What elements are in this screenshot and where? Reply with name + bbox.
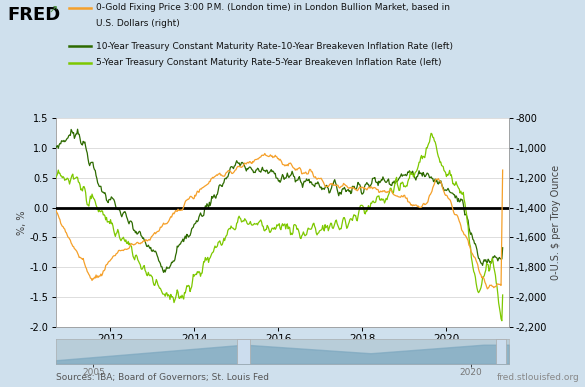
Text: 5-Year Treasury Constant Maturity Rate-5-Year Breakeven Inflation Rate (left): 5-Year Treasury Constant Maturity Rate-5…	[96, 58, 442, 67]
Text: FRED: FRED	[7, 6, 60, 24]
Bar	[496, 339, 507, 364]
Y-axis label: %, %: %, %	[17, 210, 27, 235]
Text: Sources: IBA; Board of Governors; St. Louis Fed: Sources: IBA; Board of Governors; St. Lo…	[56, 373, 269, 382]
Bar	[237, 339, 250, 364]
Text: ↗: ↗	[48, 6, 57, 16]
Text: 0-Gold Fixing Price 3:00 P.M. (London time) in London Bullion Market, based in: 0-Gold Fixing Price 3:00 P.M. (London ti…	[96, 3, 450, 12]
Text: fred.stlouisfed.org: fred.stlouisfed.org	[497, 373, 579, 382]
Text: U.S. Dollars (right): U.S. Dollars (right)	[96, 19, 180, 29]
Text: 10-Year Treasury Constant Maturity Rate-10-Year Breakeven Inflation Rate (left): 10-Year Treasury Constant Maturity Rate-…	[96, 42, 453, 51]
Y-axis label: 0-U.S. $ per Troy Ounce: 0-U.S. $ per Troy Ounce	[552, 165, 562, 280]
